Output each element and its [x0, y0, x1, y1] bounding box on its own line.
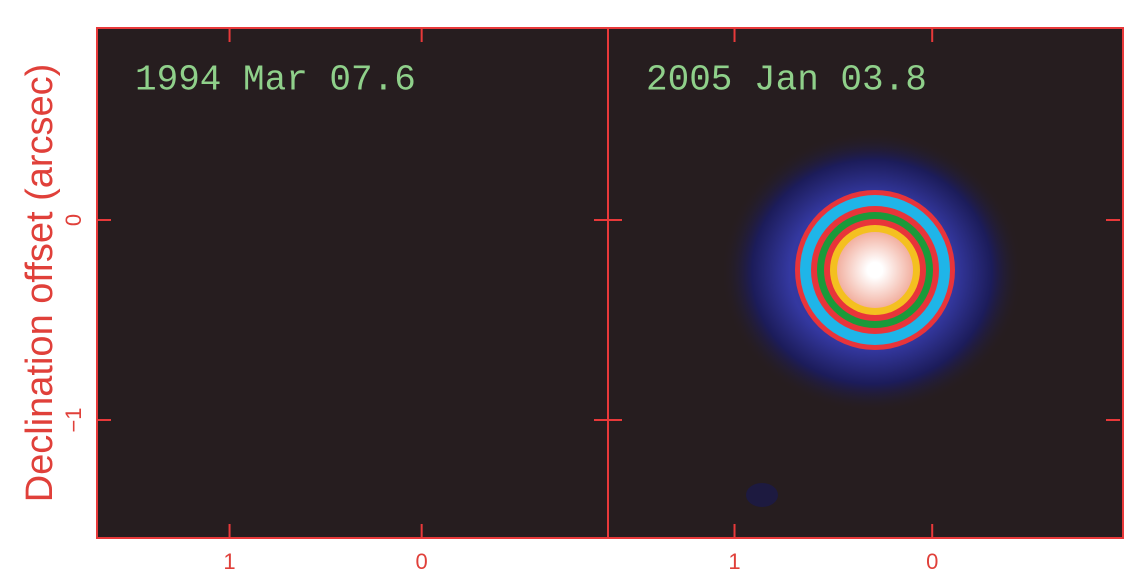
chart: Declination offset (arcsec) 1994 Mar 07.… — [0, 0, 1124, 579]
y-tick-label: −1 — [61, 407, 86, 432]
panel-background — [97, 28, 608, 538]
x-tick-label: 0 — [416, 549, 428, 574]
x-tick-label: 0 — [926, 549, 938, 574]
y-axis-title: Declination offset (arcsec) — [19, 64, 61, 503]
panel-title: 1994 Mar 07.6 — [135, 60, 416, 101]
x-tick-label: 1 — [728, 549, 740, 574]
y-tick-label: 0 — [61, 214, 86, 226]
x-tick-label: 1 — [223, 549, 235, 574]
panel-title: 2005 Jan 03.8 — [646, 60, 927, 101]
